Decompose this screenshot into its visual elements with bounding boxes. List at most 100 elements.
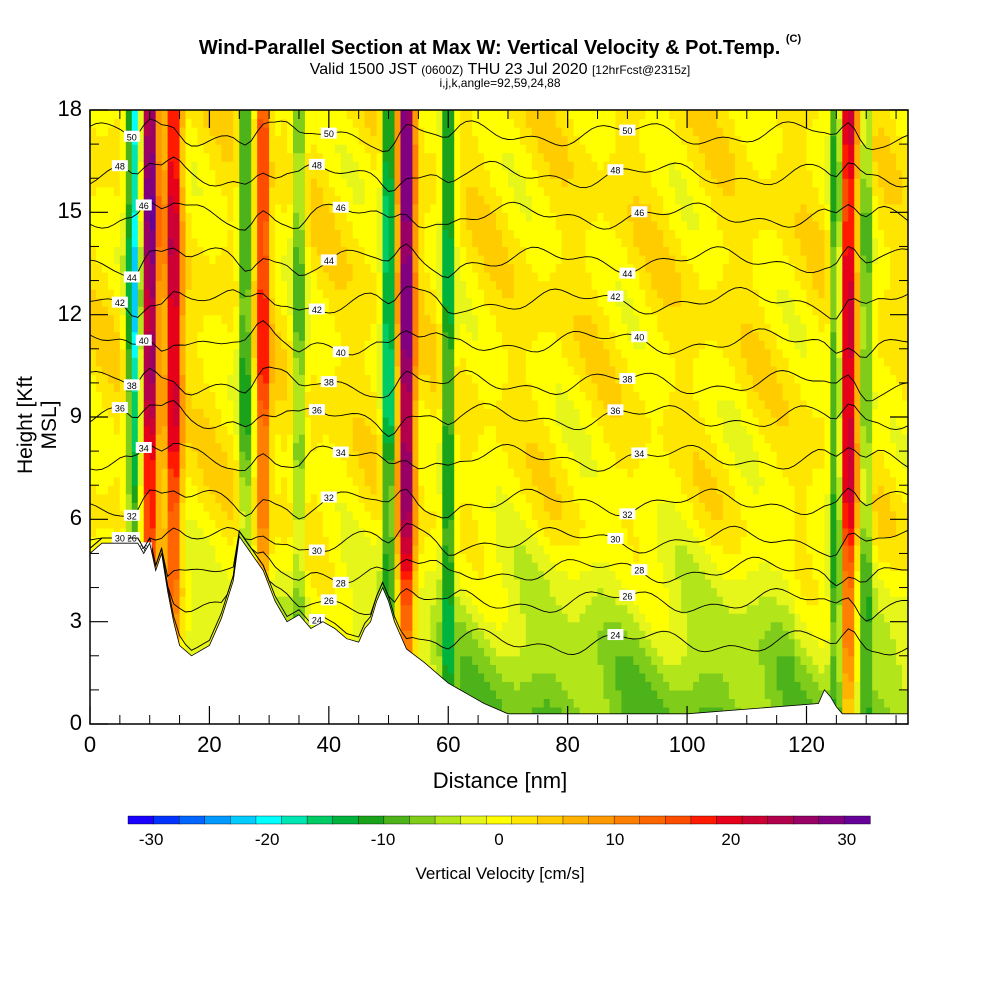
velocity-cell xyxy=(412,613,419,623)
velocity-cell xyxy=(406,451,414,461)
velocity-cell xyxy=(406,161,414,171)
velocity-cell xyxy=(209,519,216,529)
velocity-cell xyxy=(173,135,181,145)
velocity-cell xyxy=(460,254,467,265)
velocity-cell xyxy=(167,254,175,265)
velocity-cell xyxy=(358,314,366,324)
velocity-cell xyxy=(131,229,139,239)
velocity-cell xyxy=(191,203,199,213)
velocity-cell xyxy=(197,408,205,418)
velocity-cell xyxy=(496,365,503,375)
velocity-cell xyxy=(310,254,318,265)
velocity-cell xyxy=(496,664,503,674)
velocity-cell xyxy=(143,391,151,401)
velocity-cell xyxy=(113,357,121,367)
velocity-cell xyxy=(107,417,115,427)
velocity-cell xyxy=(119,186,127,196)
velocity-cell xyxy=(239,374,246,384)
velocity-cell xyxy=(185,110,193,120)
velocity-cell xyxy=(221,579,228,589)
velocity-cell xyxy=(167,519,175,529)
velocity-cell xyxy=(346,340,354,350)
velocity-cell xyxy=(442,561,449,572)
velocity-cell xyxy=(490,468,497,478)
velocity-cell xyxy=(412,527,419,537)
velocity-cell xyxy=(394,536,402,546)
velocity-cell xyxy=(90,451,97,461)
velocity-cell xyxy=(203,348,211,358)
velocity-cell xyxy=(334,596,342,606)
velocity-cell xyxy=(490,161,497,171)
velocity-cell xyxy=(221,323,228,333)
velocity-cell xyxy=(376,382,384,393)
velocity-cell xyxy=(454,451,461,461)
velocity-cell xyxy=(340,561,348,572)
velocity-cell xyxy=(269,476,276,486)
velocity-cell xyxy=(310,152,318,162)
velocity-cell xyxy=(269,417,276,427)
velocity-cell xyxy=(400,459,408,469)
velocity-cell xyxy=(107,365,115,375)
velocity-cell xyxy=(287,152,294,162)
velocity-cell xyxy=(161,434,169,444)
velocity-cell xyxy=(466,485,473,495)
velocity-cell xyxy=(340,468,348,478)
velocity-cell xyxy=(412,348,419,358)
velocity-cell xyxy=(155,417,163,427)
velocity-cell xyxy=(358,391,366,401)
velocity-cell xyxy=(101,306,109,316)
velocity-cell xyxy=(424,613,431,623)
velocity-cell xyxy=(364,596,372,606)
velocity-cell xyxy=(406,399,414,410)
velocity-cell xyxy=(185,127,193,137)
velocity-cell xyxy=(281,536,288,546)
velocity-cell xyxy=(233,510,240,520)
velocity-cell xyxy=(251,127,258,137)
velocity-cell xyxy=(358,613,366,623)
velocity-cell xyxy=(119,391,127,401)
velocity-cell xyxy=(101,476,109,486)
velocity-cell xyxy=(358,220,366,230)
velocity-cell xyxy=(173,553,181,563)
velocity-cell xyxy=(263,127,270,137)
velocity-cell xyxy=(245,203,252,213)
velocity-cell xyxy=(478,510,485,520)
velocity-cell xyxy=(251,476,258,486)
velocity-cell xyxy=(328,229,336,239)
velocity-cell xyxy=(191,306,199,316)
velocity-cell xyxy=(340,280,348,290)
velocity-cell xyxy=(430,357,437,367)
velocity-cell xyxy=(382,186,390,196)
velocity-cell xyxy=(448,212,455,222)
velocity-cell xyxy=(119,280,127,290)
velocity-cell xyxy=(209,169,216,179)
velocity-cell xyxy=(448,647,455,657)
velocity-cell xyxy=(352,536,360,546)
velocity-cell xyxy=(478,280,485,290)
velocity-cell xyxy=(412,510,419,520)
velocity-cell xyxy=(340,323,348,333)
velocity-cell xyxy=(185,408,193,418)
velocity-cell xyxy=(304,169,312,179)
velocity-cell xyxy=(400,289,408,299)
velocity-cell xyxy=(406,246,414,256)
velocity-cell xyxy=(275,237,282,248)
velocity-cell xyxy=(95,476,103,486)
velocity-cell xyxy=(340,527,348,537)
velocity-cell xyxy=(167,212,175,222)
velocity-cell xyxy=(263,306,270,316)
velocity-cell xyxy=(418,570,425,580)
velocity-cell xyxy=(484,630,491,640)
velocity-cell xyxy=(448,246,455,256)
velocity-cell xyxy=(358,561,366,572)
velocity-cell xyxy=(448,118,455,128)
velocity-cell xyxy=(418,510,425,520)
velocity-cell xyxy=(394,348,402,358)
velocity-cell xyxy=(298,272,306,282)
velocity-cell xyxy=(382,502,390,512)
velocity-cell xyxy=(370,323,378,333)
velocity-cell xyxy=(334,229,342,239)
velocity-cell xyxy=(101,340,109,350)
velocity-cell xyxy=(251,519,258,529)
velocity-cell xyxy=(298,442,306,452)
